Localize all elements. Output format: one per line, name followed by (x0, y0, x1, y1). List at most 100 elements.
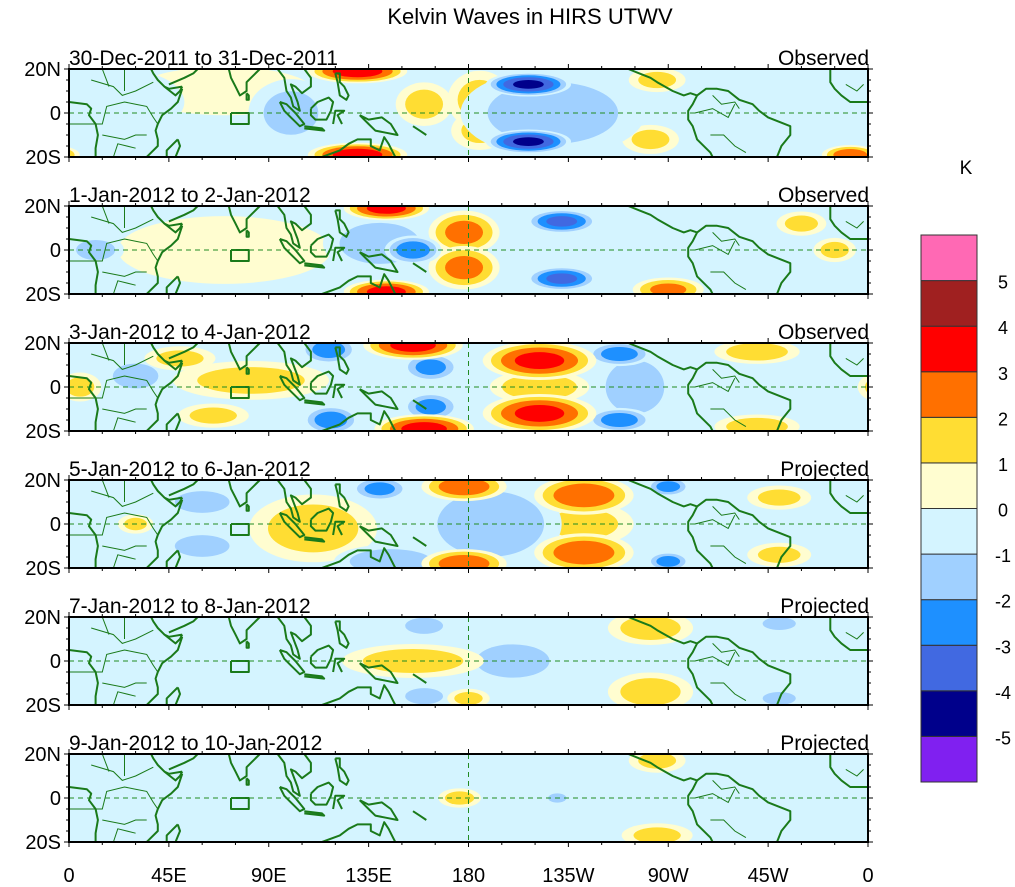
anomaly-contour (631, 129, 670, 150)
coastline (219, 343, 261, 371)
coastline (168, 754, 199, 771)
colorbar-tick-label: -5 (995, 728, 1011, 748)
coastline (332, 520, 346, 536)
anomaly-contour (438, 480, 490, 496)
colorbar-swatch (920, 553, 978, 601)
panel-field (69, 480, 868, 568)
anomaly-contour (605, 360, 665, 414)
x-tick-label: 45E (151, 865, 187, 887)
coastline (278, 375, 306, 402)
coastline (412, 810, 427, 821)
y-tick-label: 20N (24, 59, 61, 81)
anomaly-contour (762, 617, 796, 631)
colorbar-tick-label: 5 (998, 273, 1008, 293)
anomaly-contour (189, 407, 237, 424)
coastline (304, 810, 326, 817)
coastline (696, 87, 792, 157)
anomaly-contour (600, 413, 638, 427)
anomaly-contour (366, 286, 406, 294)
colorbar-tick-label: -3 (995, 637, 1011, 657)
coastline (145, 88, 184, 157)
border (69, 101, 159, 125)
coastline (69, 375, 99, 431)
coastline (332, 109, 346, 125)
x-tick-label: 90E (251, 865, 287, 887)
coastline (304, 262, 326, 269)
y-tick-label: 20S (25, 421, 61, 443)
coastline (245, 92, 250, 101)
anomaly-contour (332, 69, 383, 78)
anomaly-contour (69, 77, 90, 127)
border (91, 627, 154, 644)
coastlines (69, 206, 868, 294)
coastline (334, 209, 350, 238)
x-tick-label: 135W (542, 865, 594, 887)
coastline (332, 657, 346, 673)
border (69, 649, 159, 673)
anomaly-contour (633, 827, 681, 842)
border (91, 79, 154, 96)
coastline (163, 770, 184, 782)
coastline (163, 496, 184, 508)
coastline (304, 125, 326, 132)
coastline (168, 480, 199, 497)
colorbar-swatch (920, 234, 978, 282)
coastlines (69, 617, 868, 705)
y-tick-label: 20N (24, 470, 61, 492)
colorbar-tick-label: 0 (998, 501, 1008, 521)
y-tick-label: 20N (24, 744, 61, 766)
coastline (412, 262, 427, 273)
coastline (245, 503, 250, 512)
anomaly-contour (76, 240, 116, 260)
anomaly-contour (366, 206, 406, 214)
coastline (245, 366, 250, 375)
x-axis: 0 45E 90E 135E 180 135W 90W 45W 0 (63, 865, 873, 887)
anomaly-contour (714, 757, 800, 787)
coastline (69, 786, 99, 842)
colorbar-tick-label: -4 (995, 683, 1011, 703)
coastline (334, 757, 350, 786)
x-tick-label: 90W (648, 865, 689, 887)
panel-field (69, 69, 868, 157)
anomaly-contour (546, 273, 578, 284)
border (69, 375, 159, 399)
anomaly-contour (69, 69, 185, 136)
x-tick-label: 0 (63, 865, 74, 887)
coastline (165, 686, 181, 705)
border (102, 682, 147, 688)
anomaly-contour (514, 404, 565, 422)
colorbar-swatch (920, 371, 978, 418)
y-tick-label: 20N (24, 607, 61, 629)
border (845, 357, 864, 366)
y-tick-label: 0 (50, 377, 61, 399)
anomaly-contour (513, 137, 544, 146)
border (101, 480, 110, 498)
coastline (334, 346, 350, 375)
border (101, 617, 110, 635)
panel-status-label: Observed (778, 184, 869, 207)
panel-date-range: 1-Jan-2012 to 2-Jan-2012 (69, 184, 311, 207)
coastline (165, 549, 181, 568)
coastline (145, 225, 184, 294)
coastline (358, 799, 399, 821)
border (712, 369, 740, 383)
border (712, 232, 740, 246)
coastline (358, 525, 399, 547)
anomaly-contour (405, 688, 444, 705)
coastline (696, 361, 792, 431)
anomaly-contour (620, 678, 681, 705)
anomaly-contour (638, 754, 677, 769)
anomaly-contour (553, 483, 615, 508)
panel-status-label: Projected (780, 732, 869, 755)
coastline (358, 662, 399, 684)
colorbar-swatch (920, 325, 978, 373)
coastlines (69, 69, 868, 157)
coastlines (69, 754, 868, 842)
coastline (69, 512, 99, 568)
border (91, 490, 154, 507)
coastline (696, 772, 792, 842)
colorbar-swatch (920, 644, 978, 692)
coastline (321, 684, 397, 705)
coastline (321, 136, 397, 157)
border (102, 271, 147, 277)
